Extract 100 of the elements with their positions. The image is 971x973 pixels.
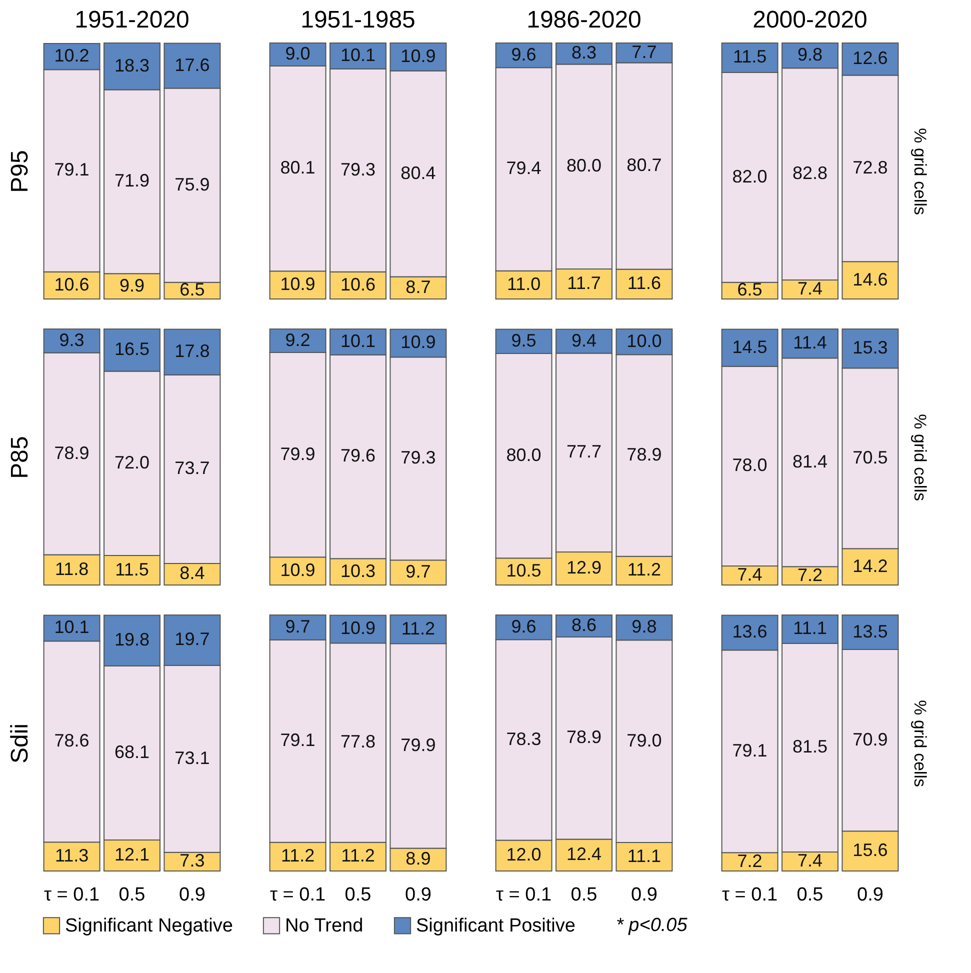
data-label: 7.3: [180, 850, 205, 871]
data-label: 79.1: [280, 730, 316, 750]
data-label: 17.8: [174, 341, 210, 362]
y-axis-title: Sdii: [6, 723, 34, 764]
data-label: 75.9: [174, 174, 210, 194]
data-label: 14.5: [732, 336, 768, 357]
data-label: 9.2: [285, 330, 310, 350]
data-label: 9.7: [285, 616, 310, 636]
data-label: 13.5: [852, 621, 888, 642]
data-label: 12.1: [114, 844, 150, 865]
data-label: 79.6: [340, 446, 376, 466]
data-label: 73.7: [174, 458, 210, 478]
y2-axis-title: % grid cells: [910, 414, 930, 501]
data-label: 10.9: [400, 332, 436, 352]
data-label: 11.2: [280, 846, 315, 866]
legend-label: Significant Positive: [416, 916, 576, 937]
data-label: 11.5: [732, 46, 767, 67]
data-label: 15.3: [852, 338, 888, 358]
x-tick-label: 0.5: [796, 884, 824, 906]
data-label: 80.0: [566, 156, 602, 176]
data-label: 68.1: [114, 742, 150, 762]
data-label: 10.3: [340, 560, 376, 581]
x-tick-label: τ = 0.1: [496, 884, 552, 906]
data-label: 77.7: [566, 442, 602, 462]
data-label: 11.3: [54, 846, 89, 866]
data-label: 11.6: [627, 273, 662, 294]
x-tick-label: τ = 0.1: [44, 884, 100, 906]
data-label: 77.8: [340, 732, 376, 752]
data-label: 11.2: [341, 846, 375, 866]
data-label: 9.5: [511, 330, 536, 350]
data-label: 19.7: [174, 629, 210, 650]
data-label: 80.1: [280, 158, 316, 178]
data-label: 11.8: [54, 558, 89, 579]
data-label: 80.0: [506, 444, 542, 465]
data-label: 8.9: [406, 848, 431, 869]
data-label: 9.9: [119, 275, 145, 296]
x-tick-label: 0.9: [856, 884, 884, 906]
data-label: 7.4: [797, 278, 823, 299]
x-tick-label: 0.5: [118, 884, 146, 906]
data-label: 8.4: [180, 563, 205, 584]
data-label: 7.4: [737, 564, 762, 585]
data-label: 6.5: [180, 280, 205, 300]
data-label: 72.8: [852, 157, 888, 178]
data-label: 10.9: [280, 274, 316, 294]
data-label: 6.5: [737, 280, 762, 300]
data-label: 70.9: [852, 729, 888, 750]
data-label: 14.2: [852, 556, 888, 576]
data-label: 12.6: [852, 48, 888, 68]
data-label: 9.4: [571, 330, 597, 350]
x-tick-label: 0.9: [178, 884, 206, 906]
data-label: 78.0: [732, 455, 768, 476]
data-label: 10.1: [340, 330, 376, 351]
text: * p<0.05: [616, 915, 688, 938]
data-label: 78.9: [626, 444, 662, 464]
data-label: 8.3: [571, 42, 597, 63]
legend-label: Significant Negative: [65, 916, 233, 937]
chart-title: 2000-2020: [752, 6, 868, 34]
data-label: 11.1: [793, 618, 827, 638]
data-label: 16.5: [114, 339, 150, 360]
data-label: 79.9: [280, 444, 316, 464]
data-label: 73.1: [174, 748, 210, 768]
chart-title: 1951-2020: [74, 6, 190, 34]
data-label: 12.0: [506, 844, 542, 865]
data-label: 80.7: [626, 155, 662, 176]
data-label: 14.6: [852, 269, 888, 290]
x-tick-label: 0.5: [570, 884, 598, 906]
x-tick-label: τ = 0.1: [270, 884, 326, 906]
data-label: 11.2: [627, 560, 662, 580]
data-label: 70.5: [852, 447, 888, 468]
data-label: 79.3: [340, 159, 376, 180]
data-label: 19.8: [114, 630, 150, 650]
data-label: 71.9: [114, 170, 150, 191]
x-tick-label: 0.9: [404, 884, 432, 906]
data-label: 8.6: [571, 615, 597, 636]
data-label: 7.2: [737, 850, 762, 871]
data-label: 80.4: [400, 162, 436, 183]
x-tick-label: τ = 0.1: [722, 884, 778, 906]
data-label: 11.7: [567, 273, 601, 294]
data-label: 18.3: [114, 55, 150, 76]
data-label: 79.3: [400, 448, 436, 468]
data-label: 10.1: [340, 44, 376, 65]
data-label: 11.5: [115, 559, 149, 580]
x-tick-label: 0.5: [344, 884, 372, 906]
data-label: 9.0: [285, 44, 310, 64]
data-label: 10.9: [400, 46, 436, 66]
data-label: 10.6: [54, 274, 90, 294]
data-label: 10.0: [626, 330, 662, 351]
data-label: 10.1: [54, 617, 90, 638]
data-label: 17.6: [174, 54, 210, 75]
data-label: 7.4: [797, 850, 823, 871]
data-label: 12.9: [566, 558, 602, 578]
data-label: 72.0: [114, 452, 150, 472]
data-label: 15.6: [852, 840, 888, 860]
data-label: 82.0: [732, 166, 768, 186]
data-label: 78.9: [566, 727, 602, 748]
chart-title: 1951-1985: [300, 6, 416, 34]
data-label: 78.6: [54, 730, 90, 751]
y-axis-title: P85: [6, 436, 34, 479]
data-label: 10.6: [340, 274, 376, 294]
data-label: 10.2: [54, 46, 90, 66]
